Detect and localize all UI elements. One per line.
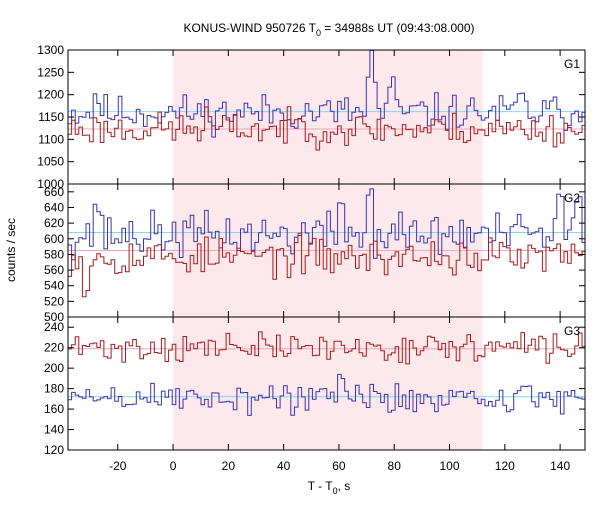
x-tick-label: 40 — [277, 459, 291, 473]
y-tick-label: 200 — [44, 361, 64, 375]
y-tick-label: 540 — [44, 279, 64, 293]
x-tick-label: -20 — [109, 459, 127, 473]
y-tick-label: 1200 — [37, 88, 64, 102]
panel-frame — [67, 316, 586, 451]
chart-title-subscript: 0 — [316, 28, 321, 38]
y-tick-label: 180 — [44, 382, 64, 396]
y-tick-label: 120 — [44, 443, 64, 457]
y-tick-label: 160 — [44, 402, 64, 416]
series-red — [68, 331, 585, 365]
y-tick-label: 1050 — [37, 155, 64, 169]
y-tick-label: 1250 — [37, 65, 64, 79]
panel-label: G1 — [564, 57, 580, 71]
y-tick-label: 1150 — [38, 110, 64, 124]
series-red — [68, 106, 585, 151]
y-axis-title: counts / sec — [4, 218, 18, 282]
y-tick-label: 580 — [44, 247, 64, 261]
x-tick-label: 140 — [550, 459, 570, 473]
x-axis-title: T - T0, s — [308, 479, 351, 496]
shaded-interval — [173, 317, 483, 450]
y-tick-label: 660 — [44, 185, 64, 199]
x-tick-label: 80 — [388, 459, 402, 473]
y-tick-label: 520 — [44, 294, 64, 308]
series-blue — [68, 188, 585, 261]
y-tick-label: 1100 — [38, 132, 64, 146]
panel-g3: 120 140 160 180 200 220 240 G3 — [44, 316, 586, 457]
x-tick-label: 60 — [332, 459, 346, 473]
panels: 1000105011001150120012501300G15005205405… — [37, 43, 586, 473]
y-tick-label: 560 — [44, 263, 64, 277]
y-tick-label: 620 — [44, 216, 64, 230]
y-tick-label: 600 — [44, 232, 64, 246]
chart-title-prefix: KONUS-WIND 950726 T — [183, 21, 316, 35]
y-tick-label: 140 — [44, 423, 64, 437]
chart-title-suffix: = 34988s UT (09:43:08.000) — [321, 21, 475, 35]
x-axis-title-prefix: T - T — [308, 479, 334, 493]
panel-g1: 1000 1050 1100 1150 1200 1250 1300 G1 — [37, 43, 586, 191]
series-blue — [68, 49, 585, 138]
y-tick-label: 1300 — [37, 43, 64, 57]
x-axis-title-suffix: , s — [338, 479, 351, 493]
x-tick-label: 120 — [495, 459, 515, 473]
series-blue — [68, 373, 585, 416]
y-tick-label: 640 — [44, 200, 64, 214]
x-tick-label: 20 — [222, 459, 236, 473]
y-tick-label: 220 — [44, 341, 64, 355]
x-tick-label: 0 — [170, 459, 177, 473]
y-tick-label: 1000 — [37, 177, 64, 191]
y-tick-label: 500 — [44, 310, 64, 324]
y-tick-label: 240 — [44, 320, 64, 334]
panel-label: G2 — [564, 191, 580, 205]
chart-title: KONUS-WIND 950726 T0 = 34988s UT (09:43:… — [183, 21, 474, 38]
series-red — [68, 232, 585, 298]
x-tick-label: 100 — [440, 459, 460, 473]
shaded-interval — [173, 50, 483, 184]
panel-label: G3 — [564, 324, 580, 338]
x-axis-title-subscript: 0 — [333, 486, 338, 496]
